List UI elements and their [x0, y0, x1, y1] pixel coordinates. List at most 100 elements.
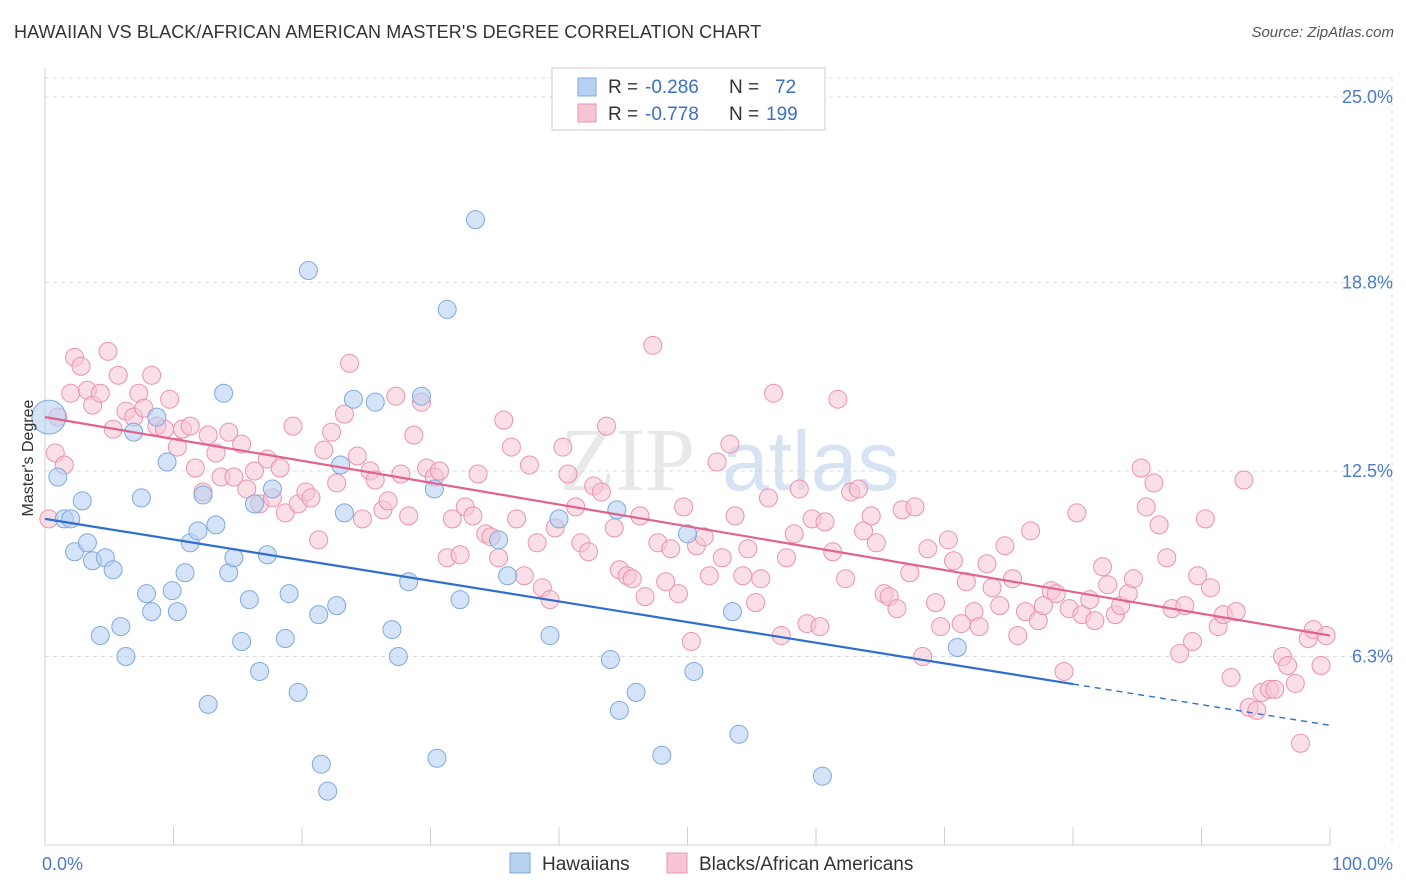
point-blacks-156	[1033, 596, 1053, 616]
point-blacks-88	[597, 416, 617, 436]
point-blacks-23	[180, 416, 200, 436]
point-hawaiians-33	[250, 661, 270, 681]
y-tick-label-0: 6.3%	[1352, 647, 1393, 667]
point-blacks-180	[1188, 566, 1208, 586]
point-blacks-73	[501, 437, 521, 457]
point-blacks-136	[905, 497, 925, 517]
point-blacks-151	[1003, 569, 1023, 589]
point-blacks-138	[918, 539, 938, 559]
point-blacks-101	[681, 632, 701, 652]
point-hawaiians-43	[327, 596, 347, 616]
point-hawaiians-15	[137, 584, 157, 604]
legend-n-label-2: N =	[729, 104, 759, 125]
y-tick-label-2: 18.8%	[1342, 273, 1393, 293]
point-hawaiians-46	[343, 389, 363, 409]
point-blacks-146	[969, 617, 989, 637]
point-blacks-27	[206, 443, 226, 463]
point-blacks-72	[494, 410, 514, 430]
point-blacks-87	[591, 482, 611, 502]
x-tick-label-1: 100.0%	[1332, 854, 1393, 874]
point-blacks-141	[938, 530, 958, 550]
point-blacks-135	[900, 563, 920, 583]
point-hawaiians-30	[232, 632, 252, 652]
point-hawaiians-63	[609, 700, 629, 720]
point-hawaiians-25	[198, 694, 218, 714]
legend-r-value-2: -0.778	[645, 104, 699, 125]
point-blacks-118	[789, 479, 809, 499]
point-hawaiians-49	[388, 647, 408, 667]
point-blacks-116	[776, 548, 796, 568]
bottom-legend-hawaiians: Hawaiians	[542, 854, 630, 875]
point-hawaiians-64	[626, 682, 646, 702]
point-blacks-98	[661, 539, 681, 559]
point-blacks-196	[1290, 733, 1310, 753]
point-hawaiians-20	[167, 602, 187, 622]
point-blacks-99	[669, 584, 689, 604]
point-hawaiians-26	[206, 515, 226, 535]
point-blacks-58	[404, 425, 424, 445]
point-blacks-194	[1278, 655, 1298, 675]
watermark-zip: ZIP	[560, 411, 695, 510]
point-hawaiians-8	[90, 626, 110, 646]
point-blacks-129	[861, 506, 881, 526]
point-blacks-93	[630, 506, 650, 526]
point-blacks-68	[468, 464, 488, 484]
point-blacks-47	[334, 404, 354, 424]
point-blacks-114	[764, 383, 784, 403]
point-hawaiians-16	[142, 602, 162, 622]
point-blacks-104	[699, 566, 719, 586]
point-hawaiians-18	[157, 452, 177, 472]
point-hawaiians-54	[437, 299, 457, 319]
point-blacks-71	[489, 548, 509, 568]
bottom-legend-swatch-blacks	[666, 852, 688, 874]
point-hawaiians-31	[239, 590, 259, 610]
point-blacks-147	[977, 554, 997, 574]
point-hawaiians-53	[427, 748, 447, 768]
point-blacks-187	[1234, 470, 1254, 490]
point-blacks-148	[982, 578, 1002, 598]
point-blacks-172	[1136, 497, 1156, 517]
point-blacks-17	[142, 365, 162, 385]
bottom-legend: Hawaiians Blacks/African Americans	[509, 852, 913, 875]
point-blacks-110	[738, 539, 758, 559]
point-blacks-77	[527, 533, 547, 553]
point-blacks-175	[1157, 548, 1177, 568]
legend-n-label-1: N =	[729, 77, 759, 98]
point-blacks-152	[1008, 626, 1028, 646]
point-blacks-111	[746, 593, 766, 613]
point-blacks-181	[1195, 509, 1215, 529]
y-tick-labels: 6.3% 12.5% 18.8% 25.0%	[1342, 87, 1393, 667]
point-blacks-10	[98, 341, 118, 361]
legend-r-label-2: R =	[608, 104, 638, 125]
point-hawaiians-40	[309, 605, 329, 625]
point-blacks-161	[1067, 503, 1087, 523]
point-blacks-65	[450, 545, 470, 565]
point-blacks-37	[270, 458, 290, 478]
point-hawaiians-32	[244, 494, 264, 514]
point-hawaiians-55	[450, 590, 470, 610]
point-blacks-30	[224, 467, 244, 487]
point-hawaiians-23	[188, 521, 208, 541]
point-hawaiians-19	[162, 581, 182, 601]
trend-hawaiians	[44, 517, 1074, 686]
point-blacks-149	[990, 596, 1010, 616]
point-blacks-174	[1149, 515, 1169, 535]
watermark-atlas: atlas	[722, 414, 899, 508]
point-hawaiians-5	[72, 491, 92, 511]
point-hawaiians-68	[722, 602, 742, 622]
point-hawaiians-11	[111, 617, 131, 637]
point-blacks-112	[751, 569, 771, 589]
point-hawaiians-12	[116, 647, 136, 667]
point-blacks-76	[519, 455, 539, 475]
point-blacks-173	[1144, 473, 1164, 493]
point-hawaiians-21	[175, 563, 195, 583]
point-hawaiians-44	[331, 455, 351, 475]
point-blacks-108	[725, 506, 745, 526]
point-blacks-165	[1093, 557, 1113, 577]
point-blacks-179	[1183, 632, 1203, 652]
point-blacks-125	[836, 569, 856, 589]
point-blacks-43	[309, 530, 329, 550]
point-blacks-52	[365, 470, 385, 490]
source-label: Source: ZipAtlas.com	[1251, 24, 1394, 41]
legend-swatch-blacks	[577, 103, 597, 123]
